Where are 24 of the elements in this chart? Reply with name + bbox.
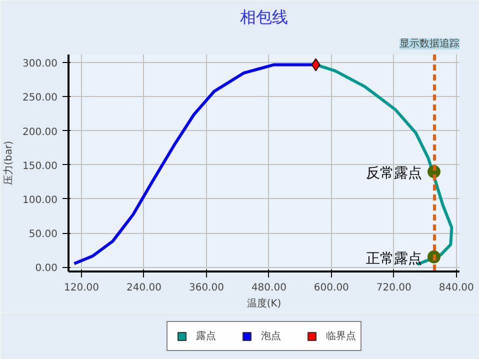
legend-label: 临界点 bbox=[326, 330, 356, 342]
y-tick-label: 200.00 bbox=[22, 126, 58, 138]
legend-label: 泡点 bbox=[261, 330, 281, 342]
y-tick-label: 100.00 bbox=[22, 194, 58, 206]
x-tick-label: 240.00 bbox=[126, 282, 162, 294]
y-axis-title: 压力(bar) bbox=[2, 140, 15, 186]
y-tick-label: 150.00 bbox=[22, 160, 58, 172]
annotation: 正常露点 bbox=[366, 250, 422, 267]
annotation: 反常露点 bbox=[366, 166, 422, 182]
x-tick-label: 480.00 bbox=[251, 282, 286, 294]
x-axis-title: 温度(K) bbox=[246, 298, 282, 310]
x-tick-label: 120.00 bbox=[64, 282, 100, 294]
x-tick-label: 840.00 bbox=[438, 282, 474, 294]
x-tick-label: 360.00 bbox=[188, 282, 224, 294]
x-tick-label: 600.00 bbox=[314, 282, 349, 294]
legend-label: 露点 bbox=[196, 330, 216, 342]
chart-title: 相包线 bbox=[240, 8, 288, 26]
y-tick-label: 50.00 bbox=[28, 229, 58, 240]
text: 显示数据追踪 bbox=[400, 38, 460, 50]
y-tick-label: 0.00 bbox=[35, 263, 58, 274]
point bbox=[311, 58, 320, 72]
y-tick-label: 250.00 bbox=[22, 92, 58, 104]
y-tick-label: 300.00 bbox=[22, 58, 58, 70]
x-tick-label: 720.00 bbox=[376, 282, 412, 294]
